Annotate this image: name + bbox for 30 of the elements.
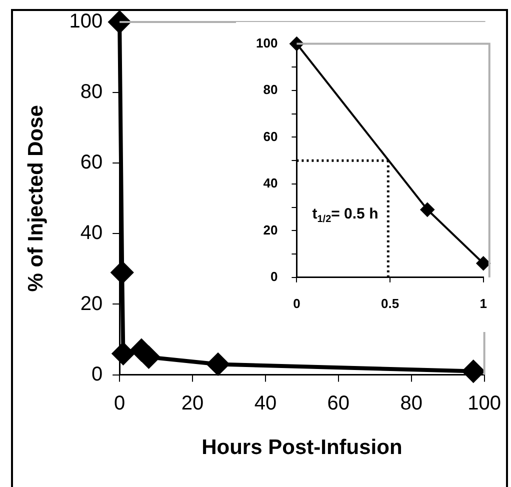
point — [108, 11, 131, 33]
x-tick-label: 60 — [327, 392, 350, 414]
x-tick-label: 100 — [468, 392, 502, 414]
point — [207, 353, 230, 376]
y-tick-label: 40 — [80, 222, 103, 244]
y-tick-label: 0 — [270, 268, 278, 284]
y-tick-label: 100 — [69, 10, 103, 33]
x-tick-label: 1 — [480, 296, 487, 311]
y-tick-label: 20 — [263, 222, 278, 238]
y-tick-label: 60 — [263, 128, 278, 144]
y-tick-label: 100 — [256, 35, 278, 50]
point — [476, 256, 490, 270]
y-axis-title: % of Injected Dose — [24, 105, 48, 292]
y-tick-label: 80 — [80, 81, 103, 104]
y-tick-label: 40 — [263, 176, 278, 191]
x-tick-label: 20 — [181, 392, 204, 414]
y-tick-label: 80 — [263, 82, 278, 98]
point — [462, 360, 484, 382]
x-tick-label: 0 — [293, 296, 300, 311]
point — [138, 346, 160, 368]
point — [112, 342, 134, 365]
point — [111, 261, 134, 284]
x-tick-label: 80 — [400, 392, 422, 414]
point — [420, 202, 434, 217]
x-axis-title: Hours Post-Infusion — [202, 436, 402, 460]
x-tick-label: 0.5 — [381, 296, 400, 311]
point — [290, 36, 304, 51]
y-tick-label: 0 — [91, 363, 103, 386]
y-tick-label: 60 — [80, 152, 103, 174]
x-tick-label: 0 — [114, 392, 126, 414]
